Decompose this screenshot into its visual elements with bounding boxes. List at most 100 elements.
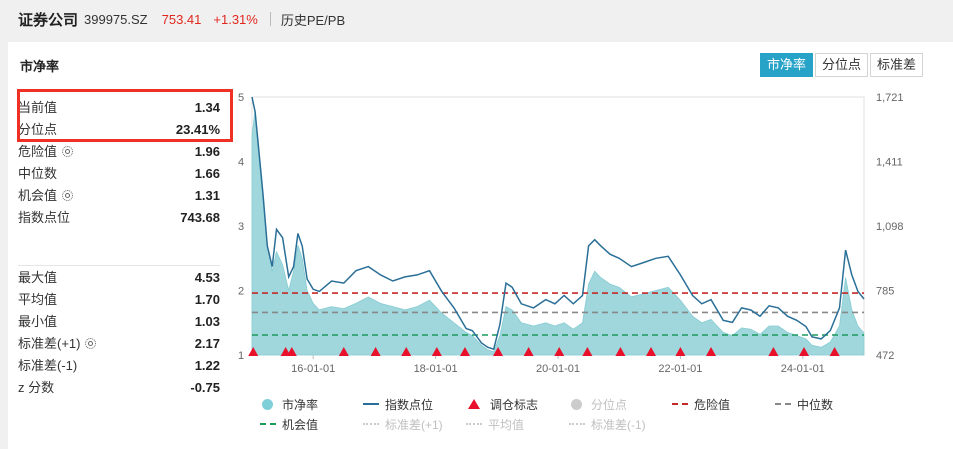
legend-item[interactable]: 机会值 [260, 416, 363, 433]
stat-value: 1.66 [194, 166, 220, 181]
metric-tabs: 市净率 分位点 标准差 [760, 53, 924, 77]
stat-label-text: 标准差(+1) [18, 336, 81, 351]
rebalance-marker [370, 347, 381, 356]
tab-pb[interactable]: 市净率 [760, 53, 814, 77]
legend-label: 危险值 [694, 397, 731, 412]
stat-value: 1.34 [194, 100, 220, 115]
stat-label: 最大值 [18, 267, 57, 289]
index-name: 证券公司 [18, 11, 79, 29]
rebalance-marker [768, 347, 779, 356]
rebalance-marker [829, 347, 840, 356]
rebalance-marker [554, 347, 565, 356]
stat-row: 中位数 1.66 [18, 163, 220, 185]
rebalance-marker [799, 347, 810, 356]
stat-label-text: 机会值 [18, 188, 58, 203]
index-line [251, 96, 865, 351]
stat-label: z 分数 [18, 377, 54, 399]
legend-label: 平均值 [488, 417, 525, 432]
stat-value: 1.03 [194, 314, 220, 329]
pb-chart: 1 2 3 4 5 472 785 1,098 1,411 1,721 16-01-01 18-01-… [238, 92, 904, 375]
rebalance-marker [286, 347, 297, 356]
gear-icon[interactable] [62, 190, 74, 201]
index-change: +1.31% [213, 11, 258, 27]
legend-row: 机会值 标准差(+1) 平均值 标准差(-1) [260, 414, 900, 434]
stat-value: 743.68 [180, 210, 220, 225]
legend-swatch-icon [672, 403, 688, 405]
stat-row: 最大值 4.53 [18, 267, 220, 289]
stat-row: 指数点位 743.68 [18, 207, 220, 229]
y-right-tick-label: 1,411 [876, 157, 903, 169]
rebalance-marker [675, 347, 686, 356]
stat-value: 1.22 [194, 358, 220, 373]
stat-row: 机会值 1.31 [18, 185, 220, 207]
y-left-tick-label: 5 [238, 92, 244, 104]
history-pe-pb-link[interactable]: 历史PE/PB [280, 12, 346, 28]
legend-swatch-icon [569, 423, 585, 425]
index-price: 753.41 [161, 11, 202, 27]
stat-label: 机会值 [18, 185, 74, 207]
y-right-tick-label: 785 [876, 286, 894, 298]
x-tick-label: 20-01-01 [536, 363, 580, 375]
stats-bottom: 最大值 4.53 平均值 1.70 最小值 1.03 标准差(+1) 2.17 标准差(-1) 1… [18, 267, 220, 399]
legend-label: 标准差(-1) [591, 417, 646, 432]
y-left-tick-label: 2 [238, 286, 244, 298]
stat-label: 中位数 [18, 163, 57, 185]
stat-label-text: 中位数 [18, 166, 58, 181]
stat-value: 4.53 [194, 270, 220, 285]
tab-stddev[interactable]: 标准差 [870, 53, 924, 77]
legend-item[interactable]: 中位数 [775, 396, 878, 413]
index-code: 399975.SZ [84, 11, 148, 27]
stat-label: 最小值 [18, 311, 57, 333]
rebalance-marker [646, 347, 657, 356]
gear-icon[interactable] [62, 146, 74, 157]
rebalance-marker [401, 347, 412, 356]
stat-label-text: 最大值 [18, 270, 58, 285]
legend-item[interactable]: 调仓标志 [466, 396, 569, 413]
rebalance-marker [615, 347, 626, 356]
legend-item[interactable]: 平均值 [466, 416, 569, 433]
legend-item[interactable]: 标准差(-1) [569, 416, 672, 433]
stat-label-text: 平均值 [18, 292, 58, 307]
legend-item[interactable]: 市净率 [260, 396, 363, 413]
header-divider [269, 12, 271, 26]
stat-row: 平均值 1.70 [18, 289, 220, 311]
legend-item[interactable]: 标准差(+1) [363, 416, 466, 433]
y-left-tick-label: 4 [238, 157, 244, 169]
rebalance-marker [248, 347, 259, 356]
stat-label-text: 分位点 [18, 122, 58, 137]
highlight-box [17, 89, 233, 142]
legend-item[interactable]: 指数点位 [363, 396, 466, 413]
y-left-tick-label: 3 [238, 221, 244, 233]
legend-label: 分位点 [591, 397, 628, 412]
legend-swatch-icon [468, 399, 480, 409]
stat-label-text: 最小值 [18, 314, 58, 329]
stat-label: 分位点 [18, 119, 57, 141]
legend-row: 市净率 指数点位 调仓标志 分位点 危险值 中位数 [260, 394, 900, 414]
rebalance-marker [582, 347, 593, 356]
legend-swatch-icon [260, 423, 276, 425]
legend-swatch-icon [775, 403, 791, 405]
x-tick-label: 22-01-01 [658, 363, 702, 375]
legend-item[interactable]: 危险值 [672, 396, 775, 413]
stat-label-text: z 分数 [18, 380, 55, 395]
legend-label: 机会值 [282, 417, 319, 432]
x-tick-label: 18-01-01 [414, 363, 458, 375]
card-title: 市净率 [20, 59, 60, 74]
legend-swatch-icon [571, 398, 582, 410]
stat-value: 1.70 [194, 292, 220, 307]
y-right-tick-label: 1,721 [876, 92, 904, 104]
tab-percentile[interactable]: 分位点 [815, 53, 869, 77]
stat-label-text: 当前值 [18, 100, 58, 115]
legend-label: 市净率 [282, 397, 319, 412]
gear-icon[interactable] [85, 338, 97, 349]
chart-legend: 市净率 指数点位 调仓标志 分位点 危险值 中位数机会值 标准差(+1) 平均值 标准差(-1) [260, 394, 900, 434]
stat-row: 最小值 1.03 [18, 311, 220, 333]
legend-swatch-icon [466, 423, 482, 425]
legend-item[interactable]: 分位点 [569, 396, 672, 413]
stat-row: 当前值 1.34 [18, 97, 220, 119]
rebalance-marker [706, 347, 716, 356]
stat-value: -0.75 [190, 380, 220, 395]
stat-label: 指数点位 [18, 207, 70, 229]
page-header: 证券公司 399975.SZ 753.41 +1.31% 历史PE/PB [0, 0, 953, 38]
stat-row: z 分数 -0.75 [18, 377, 220, 399]
